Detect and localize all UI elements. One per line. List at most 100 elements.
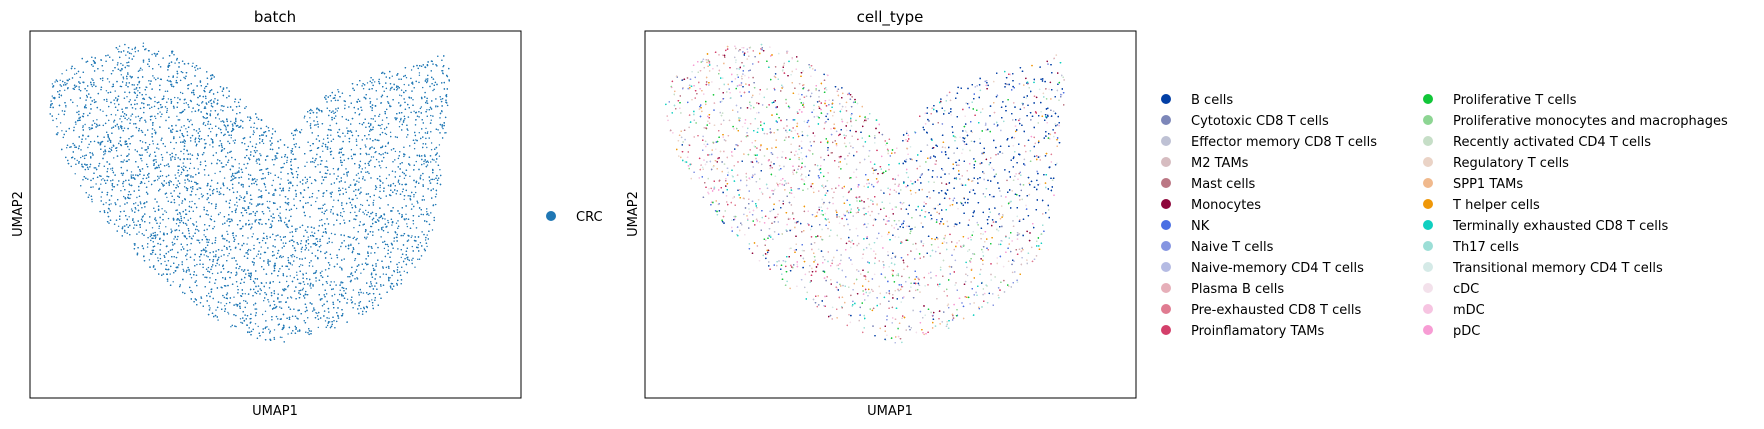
data-point [123, 127, 126, 129]
data-point [430, 142, 433, 144]
data-point [261, 313, 264, 316]
data-point [129, 184, 131, 187]
data-point [178, 175, 180, 177]
data-point [409, 175, 411, 177]
data-point [207, 266, 210, 269]
data-point [161, 208, 163, 210]
data-point [76, 159, 78, 162]
data-point [189, 249, 191, 251]
data-point [110, 203, 112, 205]
data-point [251, 223, 253, 225]
data-point [148, 180, 150, 183]
data-point [385, 166, 387, 169]
data-point [370, 156, 373, 158]
data-point [354, 211, 356, 213]
data-point [273, 336, 275, 339]
data-point [130, 171, 133, 173]
data-point [371, 299, 373, 301]
data-point [290, 297, 293, 299]
data-point [356, 277, 358, 279]
data-point [166, 107, 168, 110]
data-point [120, 154, 122, 157]
data-point [427, 161, 429, 164]
data-point [75, 123, 77, 125]
data-point [287, 284, 290, 287]
data-point [243, 300, 245, 302]
data-point [379, 186, 381, 189]
data-point [428, 214, 430, 216]
data-point [333, 281, 335, 283]
data-point [247, 237, 249, 239]
data-point [287, 333, 289, 335]
data-point [381, 119, 384, 121]
data-point [310, 149, 313, 152]
data-point [159, 111, 161, 113]
data-point [126, 119, 128, 121]
data-point [360, 203, 362, 206]
data-point [291, 264, 293, 266]
data-point [231, 165, 233, 167]
data-point [272, 179, 274, 182]
data-point [400, 256, 402, 259]
data-point [189, 217, 192, 220]
data-point [126, 65, 128, 67]
data-point [165, 226, 167, 228]
data-point [346, 173, 348, 175]
data-point [240, 321, 242, 324]
data-point [181, 166, 183, 169]
data-point [422, 86, 424, 89]
data-point [232, 234, 234, 237]
data-point [381, 123, 383, 126]
data-point [364, 144, 366, 146]
data-point [307, 236, 309, 238]
data-point [319, 219, 321, 222]
data-point [268, 301, 270, 303]
data-point [384, 132, 386, 135]
data-point [350, 149, 353, 151]
data-point [415, 139, 417, 141]
data-point [433, 159, 435, 161]
data-point [344, 104, 346, 106]
data-point [120, 62, 122, 65]
data-point [439, 169, 441, 171]
data-point [55, 118, 58, 120]
data-point [341, 161, 343, 164]
data-point [57, 113, 60, 116]
data-point [398, 261, 400, 264]
data-point [192, 62, 194, 64]
data-point [113, 157, 115, 159]
data-point [418, 132, 420, 134]
data-point [83, 107, 86, 109]
data-point [128, 216, 130, 218]
data-point [125, 54, 127, 56]
data-point [372, 304, 374, 307]
data-point [128, 148, 130, 151]
data-point [95, 183, 97, 185]
data-point [156, 179, 159, 181]
data-point [245, 212, 248, 214]
data-point [153, 77, 155, 79]
data-point [184, 182, 186, 184]
data-point [336, 110, 338, 112]
data-point [205, 85, 208, 88]
data-point [154, 96, 156, 99]
data-point [391, 75, 393, 77]
data-point [415, 191, 417, 194]
data-point [66, 82, 68, 85]
data-point [427, 131, 429, 133]
data-point [228, 252, 230, 255]
data-point [270, 172, 272, 174]
data-point [356, 237, 358, 240]
data-point [419, 176, 421, 178]
data-point [151, 227, 154, 229]
data-point [418, 72, 421, 74]
data-point [230, 137, 232, 139]
data-point [389, 89, 391, 91]
data-point [65, 106, 67, 108]
data-point [403, 270, 405, 272]
data-point [220, 109, 222, 111]
data-point [190, 119, 192, 121]
data-point [398, 126, 401, 128]
data-point [154, 100, 156, 103]
data-point [264, 186, 267, 188]
